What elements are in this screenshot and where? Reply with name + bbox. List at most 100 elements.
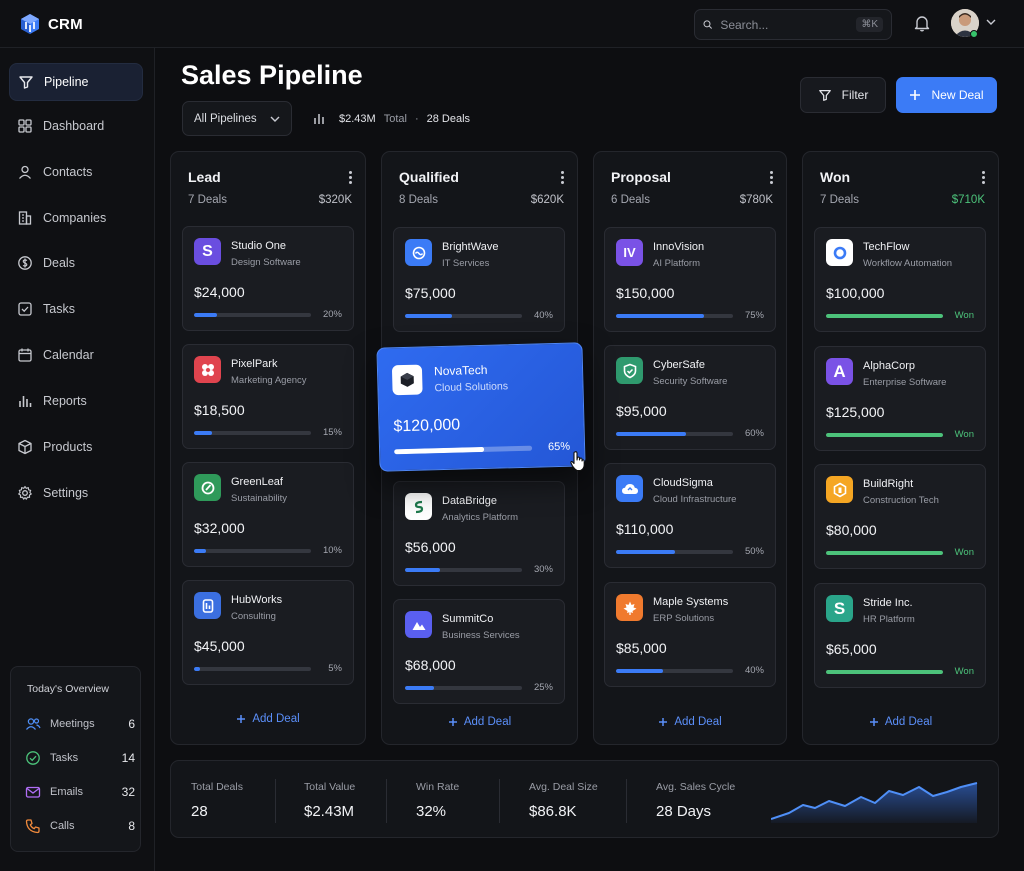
search-icon — [703, 20, 713, 29]
chevron-down-icon[interactable] — [986, 18, 996, 26]
column-total: $780K — [739, 194, 773, 206]
more-vertical-icon[interactable] — [555, 168, 569, 186]
search-box[interactable]: ⌘K — [694, 9, 892, 40]
overview-count: 32 — [121, 785, 135, 799]
column-deal-count: 8 Deals — [399, 194, 438, 206]
sidebar-item-dashboard[interactable]: Dashboard — [9, 107, 143, 145]
overview-count: 14 — [121, 751, 135, 765]
deal-value: $24,000 — [194, 284, 245, 300]
plus-icon — [659, 718, 668, 726]
logo-letter: S — [833, 598, 846, 618]
stat-label: Win Rate — [416, 781, 460, 793]
avatar[interactable] — [951, 9, 979, 37]
search-input[interactable] — [720, 17, 849, 32]
top-bar: CRM ⌘K — [0, 0, 1024, 48]
stat-value: $86.8K — [529, 803, 577, 820]
stat-value: $2.43M — [304, 803, 355, 820]
logo-letter: S — [202, 242, 213, 260]
deal-card-maple-systems[interactable]: Maple Systems ERP Solutions $85,000 40% — [604, 582, 776, 687]
deal-value: $85,000 — [616, 640, 667, 656]
divider — [499, 779, 500, 823]
building-icon — [18, 211, 32, 225]
plus-icon — [448, 718, 457, 726]
search-shortcut: ⌘K — [856, 17, 883, 32]
deal-card-techflow[interactable]: TechFlow Workflow Automation $100,000 Wo… — [814, 227, 986, 332]
filter-button[interactable]: Filter — [800, 77, 886, 113]
users-icon — [25, 718, 41, 730]
deal-card-buildright[interactable]: BuildRight Construction Tech $80,000 Won — [814, 464, 986, 569]
deal-card-cybersafe[interactable]: CyberSafe Security Software $95,000 60% — [604, 345, 776, 450]
deal-card-studio-one[interactable]: S Studio One Design Software $24,000 20% — [182, 226, 354, 331]
stat-value: 28 Days — [656, 803, 712, 820]
more-vertical-icon[interactable] — [976, 168, 990, 186]
sales-trend-sparkline — [771, 782, 978, 823]
sidebar-item-label: Pipeline — [44, 75, 89, 89]
deal-card-stride-inc[interactable]: S Stride Inc. HR Platform $65,000 Won — [814, 583, 986, 688]
wave-icon — [412, 246, 425, 259]
column-title: Qualified — [399, 169, 459, 185]
deal-subtitle: Analytics Platform — [442, 512, 519, 523]
sidebar-item-contacts[interactable]: Contacts — [9, 153, 143, 191]
deal-card-innovision[interactable]: IV InnoVision AI Platform $150,000 75% — [604, 227, 776, 332]
hexagon-icon — [833, 482, 846, 497]
add-deal-button[interactable]: Add Deal — [171, 713, 365, 725]
dragging-deal-card-novatech[interactable]: NovaTech Cloud Solutions $120,000 65% — [376, 342, 586, 472]
overview-label: Emails — [50, 786, 84, 798]
summary-total-label: Total — [383, 113, 407, 125]
sidebar-item-reports[interactable]: Reports — [9, 382, 143, 420]
sidebar-item-companies[interactable]: Companies — [9, 199, 143, 237]
pipeline-stats-bar: Total Deals 28 Total Value $2.43M Win Ra… — [170, 760, 999, 838]
deal-card-brightwave[interactable]: BrightWave IT Services $75,000 40% — [393, 227, 565, 332]
pipeline-select[interactable]: All Pipelines — [182, 101, 292, 136]
add-deal-button[interactable]: Add Deal — [803, 716, 998, 728]
more-vertical-icon[interactable] — [764, 168, 778, 186]
deal-subtitle: Sustainability — [231, 493, 287, 504]
deal-card-hubworks[interactable]: HubWorks Consulting $45,000 5% — [182, 580, 354, 685]
sidebar-item-calendar[interactable]: Calendar — [9, 336, 143, 374]
sidebar-item-label: Reports — [43, 394, 87, 408]
sidebar-item-label: Calendar — [43, 348, 94, 362]
overview-label: Meetings — [50, 718, 95, 730]
deal-status: Won — [954, 310, 974, 321]
column-title: Lead — [188, 169, 221, 185]
sidebar-item-label: Deals — [43, 256, 75, 270]
sidebar-item-settings[interactable]: Settings — [9, 474, 143, 512]
overview-row-emails[interactable]: Emails 32 — [25, 783, 135, 801]
shield-icon — [623, 363, 636, 378]
sidebar-item-deals[interactable]: Deals — [9, 244, 143, 282]
column-deal-count: 6 Deals — [611, 194, 650, 206]
deal-subtitle: Construction Tech — [863, 495, 939, 506]
grab-hand-cursor-icon — [570, 451, 585, 472]
sidebar-item-products[interactable]: Products — [9, 428, 143, 466]
logo-letter: A — [833, 361, 846, 381]
app-logo[interactable]: CRM — [20, 13, 83, 35]
progress-fill — [405, 568, 441, 572]
overview-row-calls[interactable]: Calls 8 — [25, 817, 135, 835]
company-logo-icon — [826, 239, 853, 266]
deal-subtitle: HR Platform — [863, 614, 915, 625]
sidebar-item-tasks[interactable]: Tasks — [9, 290, 143, 328]
overview-row-meetings[interactable]: Meetings 6 — [25, 715, 135, 733]
overview-count: 6 — [128, 717, 135, 731]
deal-card-greenleaf[interactable]: GreenLeaf Sustainability $32,000 10% — [182, 462, 354, 567]
deal-company: SummitCo — [442, 613, 494, 625]
deal-card-databridge[interactable]: DataBridge Analytics Platform $56,000 30… — [393, 481, 565, 586]
sidebar-item-pipeline[interactable]: Pipeline — [9, 63, 143, 101]
company-logo-icon: S — [826, 595, 853, 622]
deal-company: AlphaCorp — [863, 360, 915, 372]
add-deal-button[interactable]: Add Deal — [382, 716, 577, 728]
more-vertical-icon[interactable] — [343, 168, 357, 186]
deal-card-pixelpark[interactable]: PixelPark Marketing Agency $18,500 15% — [182, 344, 354, 449]
deal-card-summitco[interactable]: SummitCo Business Services $68,000 25% — [393, 599, 565, 704]
column-deal-count: 7 Deals — [820, 194, 859, 206]
deal-card-cloudsigma[interactable]: CloudSigma Cloud Infrastructure $110,000… — [604, 463, 776, 568]
add-deal-button[interactable]: Add Deal — [594, 716, 786, 728]
bell-icon[interactable] — [914, 15, 930, 32]
company-logo-icon — [405, 611, 432, 638]
progress-fill — [616, 432, 687, 436]
overview-row-tasks[interactable]: Tasks 14 — [25, 749, 135, 767]
deal-card-alphacorp[interactable]: A AlphaCorp Enterprise Software $125,000… — [814, 346, 986, 451]
deal-probability: 75% — [744, 310, 764, 321]
overview-label: Tasks — [50, 752, 79, 764]
new-deal-button[interactable]: New Deal — [896, 77, 997, 113]
